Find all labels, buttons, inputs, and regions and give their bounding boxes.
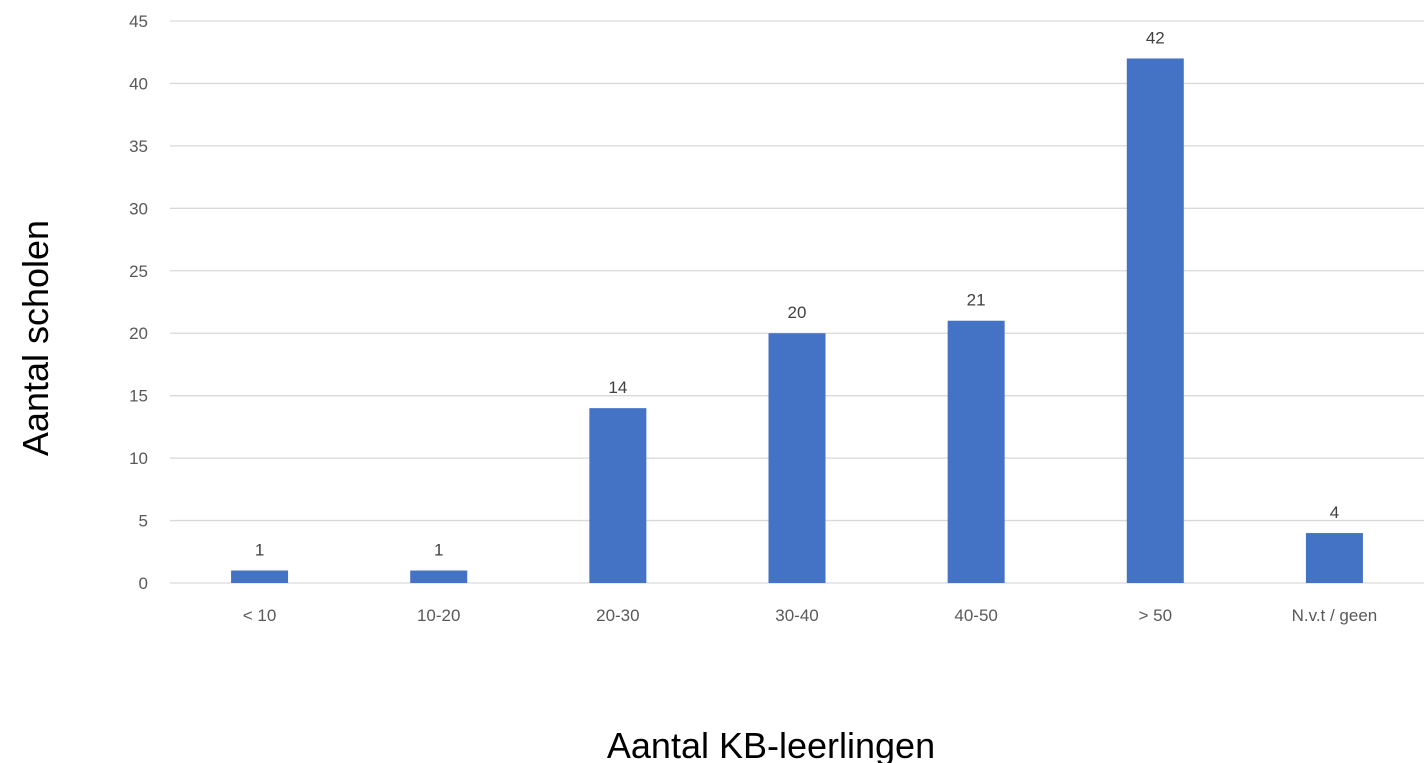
bars [231,58,1363,583]
y-tick-label: 45 [129,12,148,31]
bar-1 [410,570,468,583]
x-tick-label-6: N.v.t / geen [1292,606,1378,625]
data-labels: 1 1 14 20 21 42 4 [255,28,1339,559]
y-tick-label: 40 [129,74,148,93]
y-tick-label: 35 [129,137,148,156]
bar-0 [231,570,289,583]
x-axis-ticks: < 10 10-20 20-30 30-40 40-50 > 50 N.v.t / geen [243,606,1377,625]
data-label-2: 14 [608,378,627,397]
bar-4 [947,320,1005,583]
y-tick-label: 15 [129,387,148,406]
data-label-0: 1 [255,541,264,560]
y-tick-label: 0 [139,574,148,593]
data-label-6: 4 [1330,503,1339,522]
y-axis-ticks: 0 5 10 15 20 25 30 35 40 45 [129,12,148,593]
y-tick-label: 5 [139,512,148,531]
x-tick-label-1: 10-20 [417,606,460,625]
data-label-5: 42 [1146,28,1165,47]
x-tick-label-0: < 10 [243,606,277,625]
x-tick-label-4: 40-50 [954,606,997,625]
y-tick-label: 20 [129,324,148,343]
x-axis-title: Aantal KB-leerlingen [607,725,935,763]
x-tick-label-2: 20-30 [596,606,639,625]
bar-5 [1126,58,1184,583]
bar-6 [1305,533,1363,583]
data-label-1: 1 [434,541,443,560]
y-tick-label: 10 [129,449,148,468]
data-label-4: 21 [967,291,986,310]
y-axis-title: Aantal scholen [15,220,56,456]
bar-3 [768,333,826,583]
bar-2 [589,408,647,583]
x-tick-label-5: > 50 [1139,606,1173,625]
data-label-3: 20 [788,303,807,322]
y-tick-label: 25 [129,262,148,281]
x-tick-label-3: 30-40 [775,606,818,625]
y-tick-label: 30 [129,199,148,218]
